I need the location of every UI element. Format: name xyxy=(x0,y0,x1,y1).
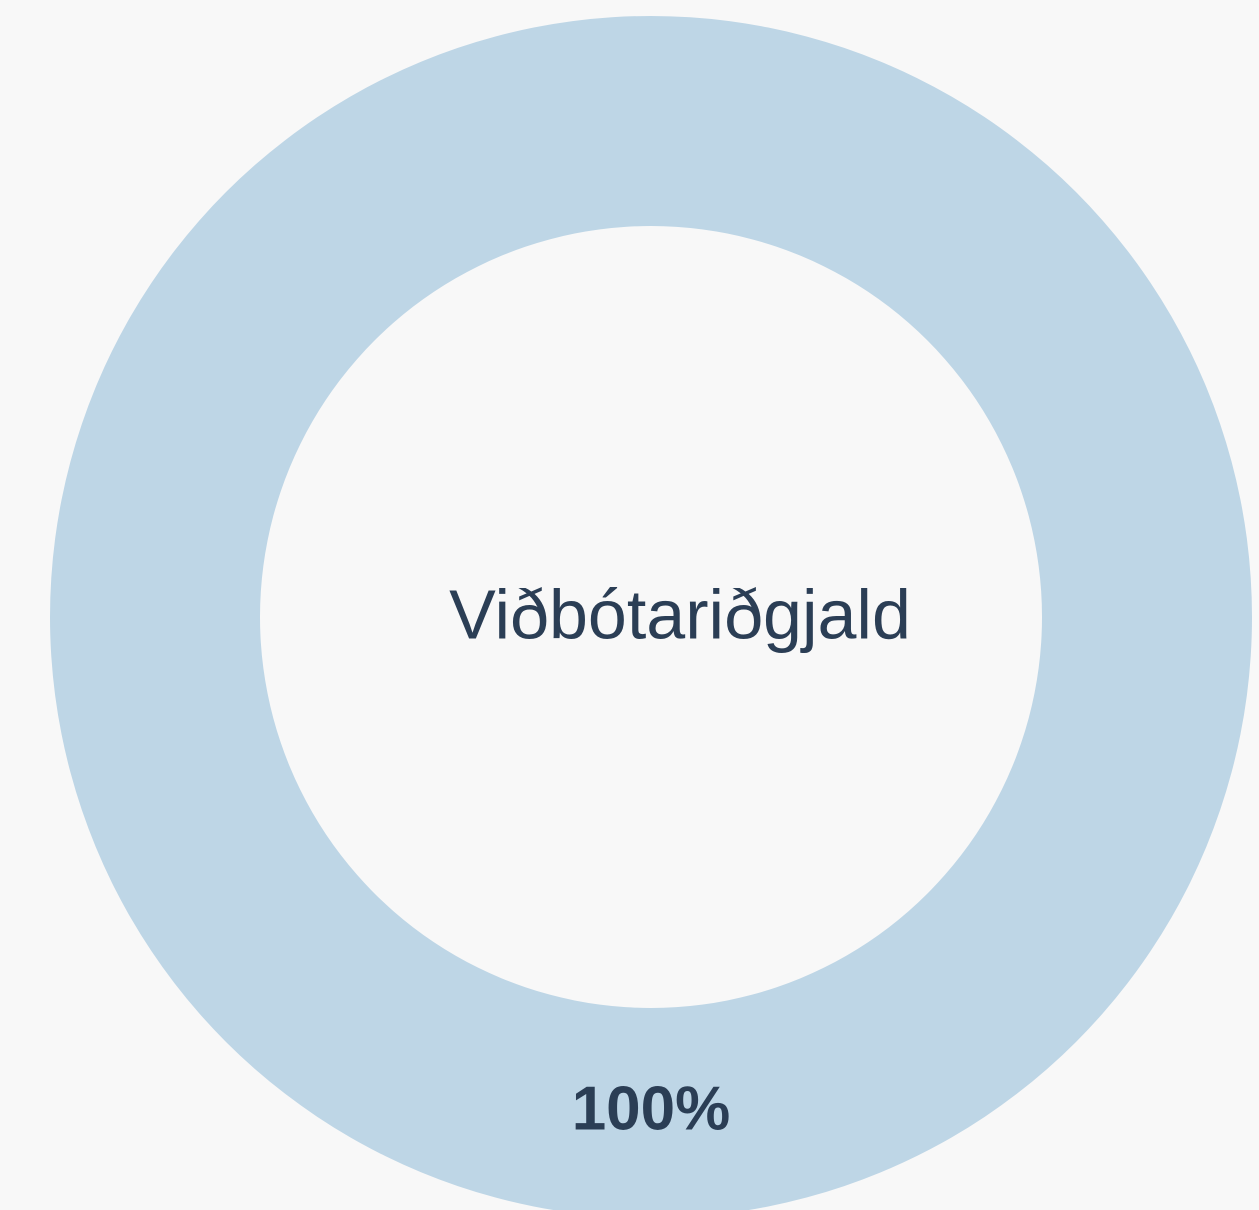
center-label: Viðbótariðgjald xyxy=(449,575,911,653)
donut-segment xyxy=(50,16,1252,1210)
value-label: 100% xyxy=(572,1074,731,1143)
